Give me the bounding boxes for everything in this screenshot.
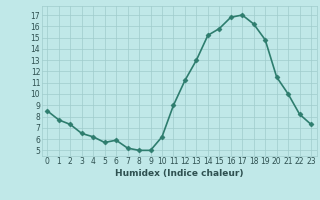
X-axis label: Humidex (Indice chaleur): Humidex (Indice chaleur) — [115, 169, 244, 178]
